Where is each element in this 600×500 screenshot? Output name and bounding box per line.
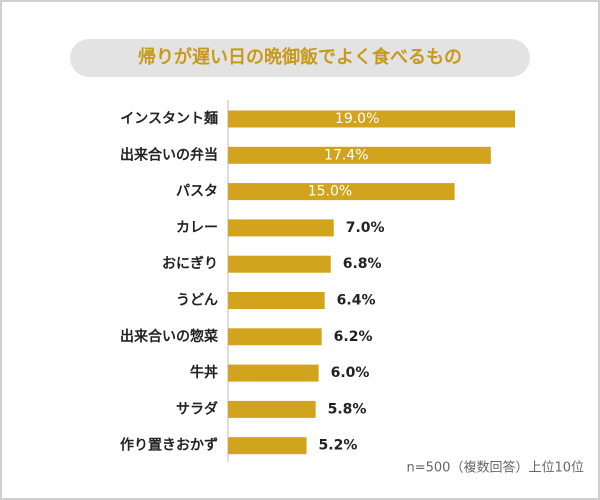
bar [228, 400, 316, 418]
y-tick-label: インスタント麺 [120, 110, 218, 127]
y-tick-label: うどん [176, 293, 218, 309]
value-label: 19.0% [335, 111, 379, 127]
bar [228, 437, 307, 455]
bar [228, 255, 331, 273]
value-label: 5.8% [328, 401, 367, 417]
value-label: 6.8% [343, 256, 382, 272]
y-tick-label: おにぎり [162, 255, 218, 272]
value-label: 6.2% [334, 329, 373, 345]
chart-title: 帰りが遅い日の晩御飯でよく食べるもの [138, 46, 462, 68]
y-tick-label: カレー [176, 220, 218, 236]
title-pill [70, 39, 530, 77]
value-label: 5.2% [319, 438, 358, 454]
bar [228, 364, 319, 382]
y-tick-label: 牛丼 [190, 364, 218, 381]
y-tick-label: 作り置きおかず [120, 437, 218, 454]
bar [228, 146, 491, 164]
value-label: 6.0% [331, 365, 370, 381]
bar [228, 328, 322, 346]
y-tick-label: 出来合いの惣菜 [120, 328, 219, 345]
y-tick-label: パスタ [176, 184, 218, 200]
value-label: 6.4% [337, 293, 376, 309]
value-label: 17.4% [324, 147, 368, 163]
value-label: 15.0% [308, 184, 352, 200]
bar [228, 292, 325, 309]
bar [228, 219, 334, 237]
y-tick-label: サラダ [176, 400, 218, 417]
note: n=500（複数回答）上位10位 [407, 460, 585, 476]
bar [228, 183, 455, 201]
value-label: 7.0% [346, 220, 385, 236]
y-tick-label: 出来合いの弁当 [120, 146, 218, 163]
bar [228, 110, 515, 128]
